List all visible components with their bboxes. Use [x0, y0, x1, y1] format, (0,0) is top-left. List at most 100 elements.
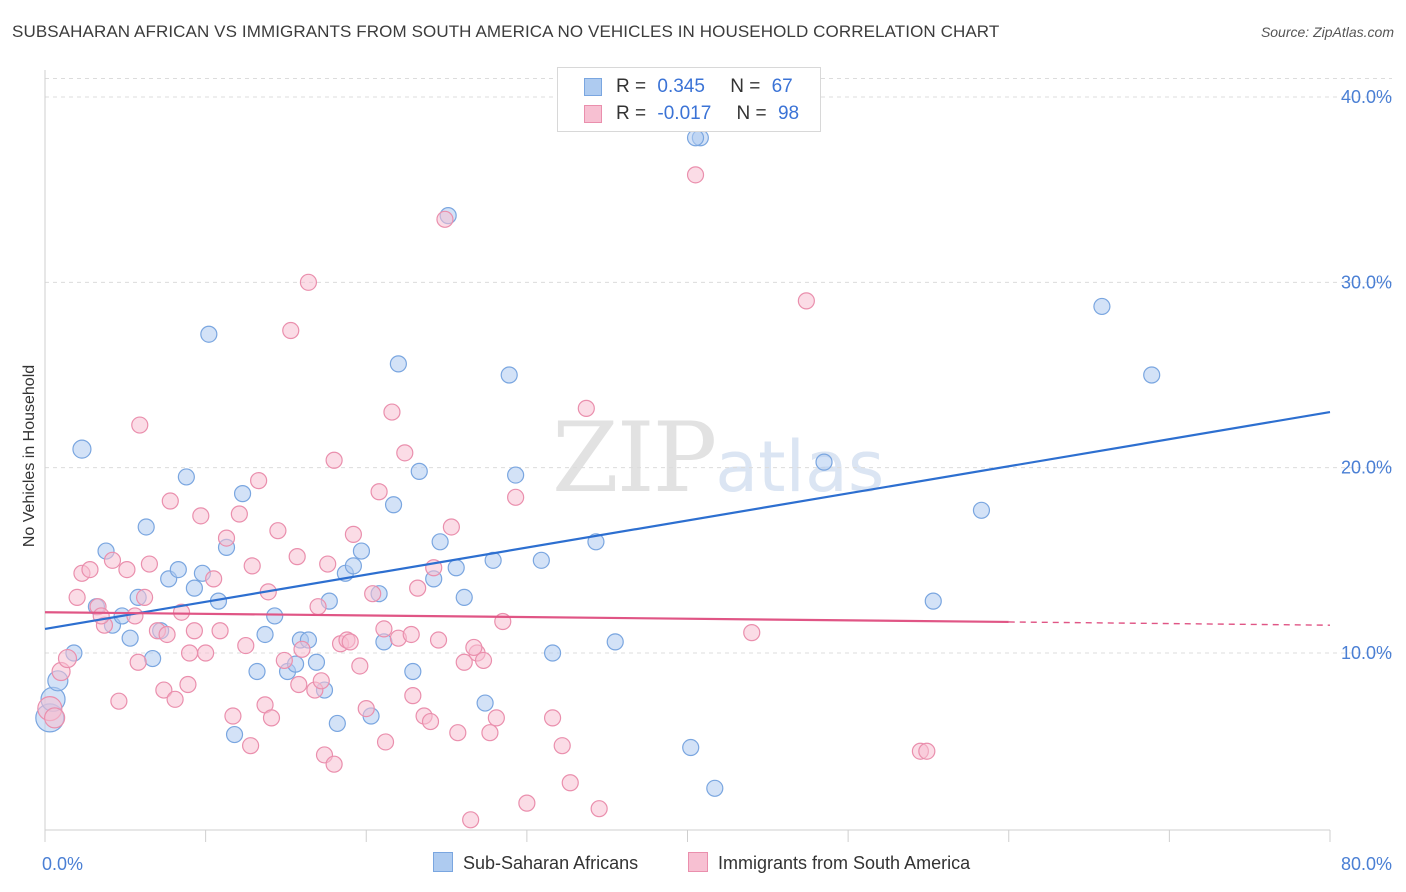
point-south-america	[155, 681, 173, 699]
watermark-zip: ZIP	[552, 402, 717, 514]
point-south-america	[172, 603, 191, 621]
y-axis-title: No Vehicles in Household	[21, 365, 38, 547]
bottom-legend-label: Sub-Saharan Africans	[463, 853, 639, 873]
point-south-america	[237, 636, 255, 655]
point-subsaharan	[72, 439, 92, 459]
point-subsaharan	[137, 518, 155, 536]
point-subsaharan	[266, 607, 284, 625]
point-south-america	[364, 585, 382, 603]
point-south-america	[180, 644, 199, 662]
point-south-america	[262, 709, 281, 727]
point-subsaharan	[233, 485, 252, 503]
point-south-america	[192, 507, 210, 525]
chart-title: SUBSAHARAN AFRICAN VS IMMIGRANTS FROM SO…	[12, 22, 1000, 41]
point-south-america	[481, 724, 499, 742]
point-south-america	[376, 733, 395, 751]
point-south-america	[487, 709, 505, 727]
point-south-america	[293, 640, 311, 658]
point-south-america	[275, 651, 293, 670]
legend-n-label: N =	[730, 76, 761, 97]
point-south-america	[455, 653, 473, 671]
point-south-america	[462, 811, 480, 829]
point-south-america	[81, 560, 99, 579]
legend-n-label: N =	[736, 103, 767, 124]
point-south-america	[103, 551, 122, 569]
point-south-america	[370, 483, 388, 501]
point-south-america	[288, 548, 306, 566]
point-south-america	[110, 692, 128, 710]
point-subsaharan	[686, 129, 705, 147]
watermark: ZIPatlas	[552, 402, 884, 514]
point-subsaharan	[706, 779, 724, 797]
point-south-america	[341, 633, 359, 651]
point-subsaharan	[352, 542, 371, 560]
point-subsaharan	[344, 557, 362, 575]
bottom-legend-series2: Immigrants from South America	[688, 852, 970, 874]
point-subsaharan	[177, 468, 195, 486]
point-south-america	[518, 794, 536, 812]
point-subsaharan	[543, 644, 562, 662]
point-south-america	[396, 444, 414, 462]
point-south-america	[474, 651, 493, 670]
legend-r-label: R =	[616, 76, 647, 97]
point-south-america	[57, 648, 78, 669]
y-tick-label: 30.0%	[1341, 272, 1392, 292]
point-south-america	[92, 607, 110, 625]
point-south-america	[743, 624, 761, 642]
point-south-america	[325, 451, 343, 469]
point-south-america	[553, 737, 571, 755]
point-south-america	[383, 403, 401, 421]
point-south-america	[686, 166, 705, 184]
bottom-legend-swatch-pink	[688, 852, 708, 872]
point-south-america	[205, 570, 223, 588]
point-south-america	[404, 687, 422, 705]
legend-n-value: 67	[771, 76, 793, 97]
point-south-america	[290, 675, 308, 694]
point-south-america	[44, 707, 66, 729]
point-south-america	[577, 399, 595, 417]
point-subsaharan	[328, 714, 346, 733]
point-subsaharan	[532, 551, 550, 569]
point-subsaharan	[682, 738, 700, 757]
point-south-america	[309, 598, 327, 616]
point-south-america	[230, 505, 248, 523]
watermark-atlas: atlas	[715, 426, 885, 508]
point-south-america	[351, 657, 369, 675]
bottom-legend-label: Immigrants from South America	[718, 853, 971, 873]
point-subsaharan	[500, 366, 518, 384]
point-south-america	[197, 644, 215, 662]
point-subsaharan	[924, 592, 942, 610]
point-south-america	[344, 525, 362, 543]
point-south-america	[131, 416, 149, 434]
trendline-south-america-extension	[1008, 621, 1331, 626]
point-subsaharan	[1143, 366, 1161, 384]
point-south-america	[68, 588, 86, 607]
point-south-america	[465, 638, 483, 657]
legend-swatch-blue	[584, 78, 602, 96]
point-subsaharan	[455, 588, 473, 607]
point-south-america	[429, 631, 448, 649]
y-tick-label: 20.0%	[1341, 458, 1392, 478]
bottom-legend-swatch-blue	[433, 852, 453, 872]
y-tick-label: 10.0%	[1341, 643, 1392, 663]
point-south-america	[409, 579, 427, 597]
point-subsaharan	[389, 355, 407, 373]
bottom-legend-series1: Sub-Saharan Africans	[433, 852, 638, 874]
correlation-legend: R = 0.345 N = 67 R = -0.017 N = 98	[557, 67, 821, 132]
point-subsaharan	[507, 466, 525, 484]
legend-n-value: 98	[777, 103, 800, 124]
point-subsaharan	[815, 453, 833, 471]
point-south-america	[211, 622, 229, 640]
point-subsaharan	[144, 649, 162, 668]
point-subsaharan	[185, 579, 203, 597]
point-subsaharan	[476, 694, 494, 712]
point-south-america	[242, 737, 260, 755]
point-south-america	[185, 622, 203, 640]
x-tick-label: 80.0%	[1341, 854, 1392, 874]
point-south-america	[161, 492, 179, 510]
legend-swatch-pink	[584, 105, 602, 123]
point-south-america	[118, 560, 136, 579]
point-south-america	[561, 774, 579, 792]
point-subsaharan	[972, 501, 991, 519]
